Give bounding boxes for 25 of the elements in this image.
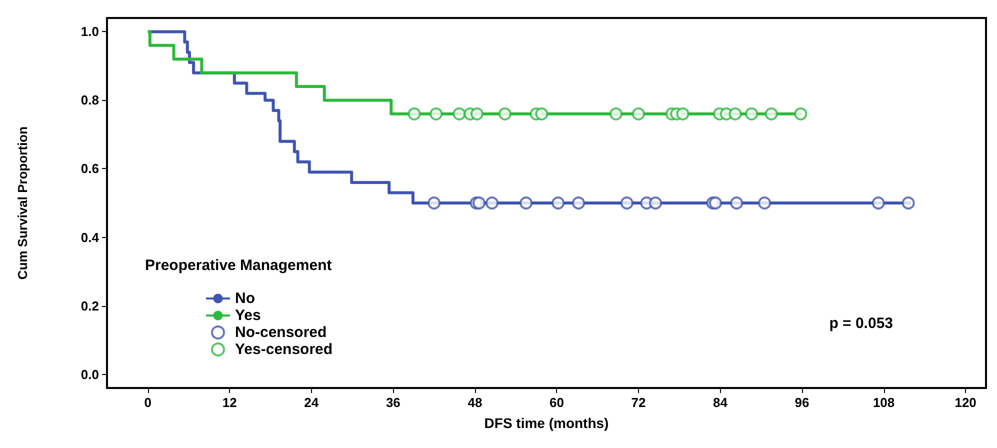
x-tick-label: 24 [304, 395, 320, 410]
x-tick-label: 72 [631, 395, 646, 410]
y-tick-label: 0.0 [80, 366, 99, 382]
legend-label: No [235, 290, 255, 307]
x-tick-label: 84 [713, 395, 728, 410]
y-tick-label: 1.0 [80, 24, 99, 40]
legend-label: Yes [235, 307, 261, 324]
y-tick-label: 0.6 [80, 161, 99, 176]
legend-title: Preoperative Management [145, 257, 332, 274]
legend-label: No-censored [235, 324, 327, 341]
y-tick-label: 0.4 [80, 230, 100, 245]
y-tick-label: 0.2 [80, 298, 99, 314]
x-tick-label: 0 [144, 395, 152, 410]
x-tick-label: 108 [872, 395, 895, 410]
x-tick-label: 48 [468, 395, 482, 410]
y-tick-label: 0.8 [80, 92, 99, 108]
x-axis-title: DFS time (months) [484, 415, 609, 431]
annotation: p = 0.053 [829, 315, 894, 332]
x-tick-label: 60 [549, 395, 564, 410]
x-tick-label: 96 [794, 395, 810, 410]
x-tick-label: 120 [954, 395, 976, 410]
legend-label: Yes-censored [235, 341, 333, 358]
x-tick-label: 12 [222, 395, 237, 410]
y-axis-title: Cum Survival Proportion [15, 126, 30, 280]
x-tick-label: 36 [386, 395, 400, 410]
